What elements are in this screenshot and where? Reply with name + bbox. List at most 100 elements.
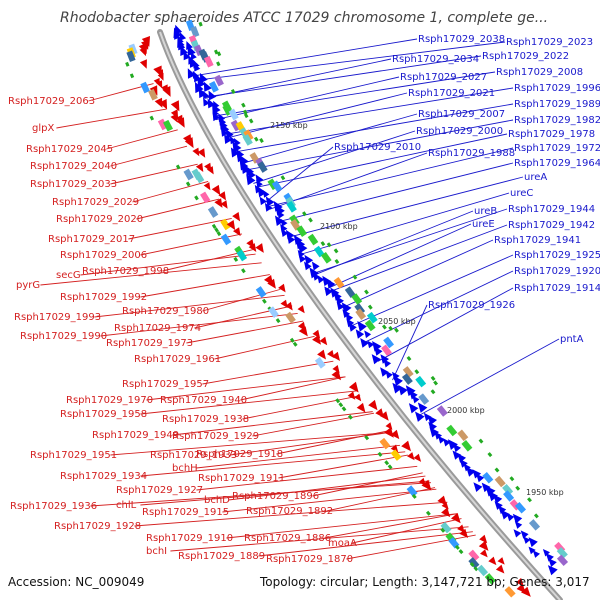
gene-label-right: pntA <box>560 334 584 345</box>
reverse-gene-arrow <box>304 261 312 271</box>
callout-line-right <box>267 147 514 207</box>
gene-label-left: bchH <box>172 463 198 474</box>
gene-feature-box <box>292 341 298 347</box>
kbp-ticks: 2150 kbp 2100 kbp 2050 kbp 2000 kbp 1950… <box>270 121 564 497</box>
callout-line-right <box>224 87 514 135</box>
reverse-gene-arrow <box>212 112 220 122</box>
gene-label-left: bchI <box>146 546 167 557</box>
topology-summary: Topology: circular; Length: 3,147,721 bp… <box>259 575 590 589</box>
gene-feature-box <box>341 406 347 412</box>
callout-line-left <box>134 501 448 527</box>
callout-line-left <box>276 430 389 455</box>
forward-gene-arrow <box>170 100 180 112</box>
gene-feature-box <box>556 547 568 559</box>
gene-feature-box <box>556 554 569 567</box>
forward-gene-arrow <box>380 411 389 421</box>
reverse-gene-arrow <box>438 435 446 444</box>
gene-feature-box <box>377 451 383 457</box>
gene-feature-box <box>262 298 267 304</box>
gene-feature-box <box>296 225 307 238</box>
callout-line-right <box>351 254 514 327</box>
forward-gene-arrow <box>407 452 415 461</box>
gene-feature-box <box>308 217 313 223</box>
reverse-gene-arrow <box>513 529 522 538</box>
gene-feature-box <box>415 375 427 388</box>
forward-gene-arrow <box>285 301 293 311</box>
gene-label-left: Rsph17029_1934 <box>60 471 147 482</box>
gene-feature-box <box>190 25 200 38</box>
forward-gene-arrow <box>488 556 497 566</box>
gene-label-left: Rsph17029_1889 <box>178 551 265 562</box>
reverse-gene-arrow <box>447 439 458 450</box>
gene-feature-box <box>384 460 390 466</box>
reverse-gene-arrow <box>197 77 206 88</box>
gene-label-left: Rsph17029_1990 <box>20 331 107 342</box>
forward-gene-arrow <box>192 147 200 157</box>
gene-feature-box <box>326 242 332 248</box>
callout-line-left <box>172 411 373 436</box>
gene-feature-box <box>149 115 155 121</box>
gene-feature-box <box>514 501 527 514</box>
reverse-gene-arrow <box>298 254 307 263</box>
forward-gene-arrow <box>331 369 341 381</box>
gene-label-left: Rsph17029_1918 <box>196 449 283 460</box>
callout-line-right <box>215 76 400 121</box>
callout-line-right <box>288 176 524 238</box>
forward-gene-arrow <box>319 336 328 346</box>
forward-gene-arrow <box>203 182 211 191</box>
gene-label-right: Rsph17029_1941 <box>494 235 581 246</box>
reverse-gene-arrow <box>355 329 365 339</box>
reverse-gene-arrow <box>199 72 208 84</box>
forward-gene-arrow <box>233 227 241 237</box>
reverse-gene-arrow <box>412 395 420 404</box>
forward-gene-arrow <box>459 528 469 538</box>
reverse-gene-arrow <box>485 485 496 497</box>
gene-feature-box <box>381 324 387 330</box>
forward-gene-arrow <box>451 512 461 524</box>
reverse-gene-arrow <box>443 438 451 447</box>
callout-line-right <box>245 119 514 171</box>
reverse-gene-arrow <box>512 513 523 524</box>
gene-feature-box <box>388 325 394 331</box>
gene-feature-box <box>406 356 412 361</box>
gene-feature-box <box>228 108 239 121</box>
gene-feature-box <box>220 218 231 231</box>
reverse-gene-arrow <box>545 553 554 562</box>
reverse-gene-arrow <box>179 32 187 41</box>
gene-label-right: Rsph17029_2038 <box>418 34 505 45</box>
callout-line-left <box>352 518 462 544</box>
gene-feature-box <box>198 21 203 27</box>
reverse-gene-arrow <box>326 278 336 289</box>
reverse-gene-arrow <box>221 128 229 137</box>
gene-label-left: glpX <box>32 123 54 134</box>
reverse-gene-arrow <box>312 272 321 281</box>
reverse-gene-arrow <box>277 210 285 219</box>
gene-feature-box <box>430 375 436 381</box>
forward-gene-arrow <box>195 162 204 172</box>
reverse-gene-arrow <box>360 338 369 348</box>
forward-gene-arrow <box>421 479 432 491</box>
gene-feature-box <box>257 161 268 173</box>
forward-gene-arrow <box>206 166 214 175</box>
callout-line-right <box>419 338 560 416</box>
callout-line-right <box>265 146 334 203</box>
gene-feature-box <box>320 241 326 247</box>
gene-feature-box <box>527 497 532 503</box>
gene-label-right: Rsph17029_2022 <box>482 51 569 62</box>
gene-feature-box <box>468 549 480 562</box>
gene-feature-box <box>469 562 475 567</box>
gene-label-right: Rsph17029_1920 <box>514 266 600 277</box>
callout-line-left <box>194 305 293 329</box>
callout-line-right <box>195 41 506 81</box>
reverse-gene-arrow <box>203 81 212 92</box>
gene-feature-box <box>211 223 217 229</box>
gene-label-left: chlL <box>116 500 137 511</box>
gene-label-left: Rsph17029_1915 <box>142 507 229 518</box>
forward-gene-arrow <box>390 429 400 440</box>
callout-line-right <box>392 304 428 381</box>
reverse-gene-arrow <box>207 98 216 109</box>
gene-feature-box <box>216 231 222 237</box>
tick-label-1950: 1950 kbp <box>526 488 564 497</box>
gene-feature-box <box>313 245 325 258</box>
reverse-gene-arrow <box>194 81 204 94</box>
